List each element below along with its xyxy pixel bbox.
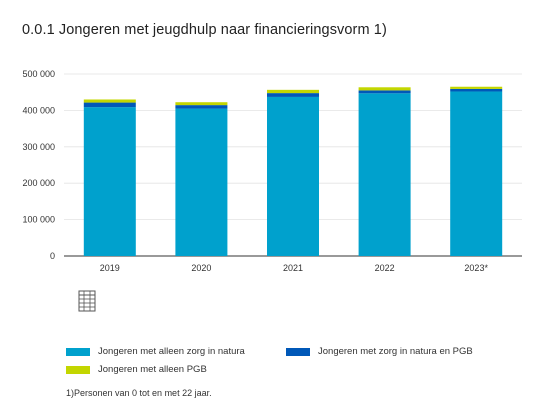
bar-segment[interactable] [267,96,319,256]
legend-item-natura-pgb[interactable]: Jongeren met zorg in natura en PGB [286,346,473,357]
y-tick-label: 0 [50,251,55,261]
legend-item-pgb[interactable]: Jongeren met alleen PGB [66,364,207,375]
legend-item-natura[interactable]: Jongeren met alleen zorg in natura [66,346,245,357]
footnote: 1)Personen van 0 tot en met 22 jaar. [66,388,212,398]
x-tick-label: 2021 [283,263,303,273]
bar-segment[interactable] [358,93,411,257]
bar-segment[interactable] [450,86,503,89]
x-tick-label: 2019 [100,263,120,273]
bar-segment[interactable] [83,99,136,103]
bar-segment[interactable] [450,91,503,256]
bar-segment[interactable] [175,108,228,256]
bars [83,86,503,257]
y-tick-label: 400 000 [22,105,55,115]
bar-segment[interactable] [175,102,228,106]
bar-segment[interactable] [267,93,319,97]
legend-label: Jongeren met alleen zorg in natura [98,346,245,357]
y-tick-label: 100 000 [22,215,55,225]
chart-title: 0.0.1 Jongeren met jeugdhulp naar financ… [22,22,387,38]
bar-segment[interactable] [83,102,136,108]
bar-segment[interactable] [358,87,411,91]
y-tick-label: 500 000 [22,69,55,79]
table-icon[interactable] [78,290,96,317]
x-tick-label: 2023* [464,263,488,273]
y-tick-label: 200 000 [22,178,55,188]
y-axis-ticks: 0 100 000 200 000 300 000 400 000 500 000 [22,69,55,261]
legend-label: Jongeren met zorg in natura en PGB [318,346,473,357]
bar-segment[interactable] [83,107,136,257]
legend-swatch [66,365,90,374]
x-tick-label: 2022 [375,263,395,273]
legend-swatch [286,347,310,356]
bar-segment[interactable] [450,88,503,92]
bar-chart: 0 100 000 200 000 300 000 400 000 500 000 201… [22,69,522,273]
legend-swatch [66,347,90,356]
bar-segment[interactable] [358,90,411,94]
x-tick-label: 2020 [191,263,211,273]
bar-segment[interactable] [175,105,228,109]
y-tick-label: 300 000 [22,142,55,152]
x-axis-ticks: 2019 2020 2021 2022 2023* [100,263,489,273]
bar-segment[interactable] [267,89,319,94]
legend-label: Jongeren met alleen PGB [98,364,207,375]
